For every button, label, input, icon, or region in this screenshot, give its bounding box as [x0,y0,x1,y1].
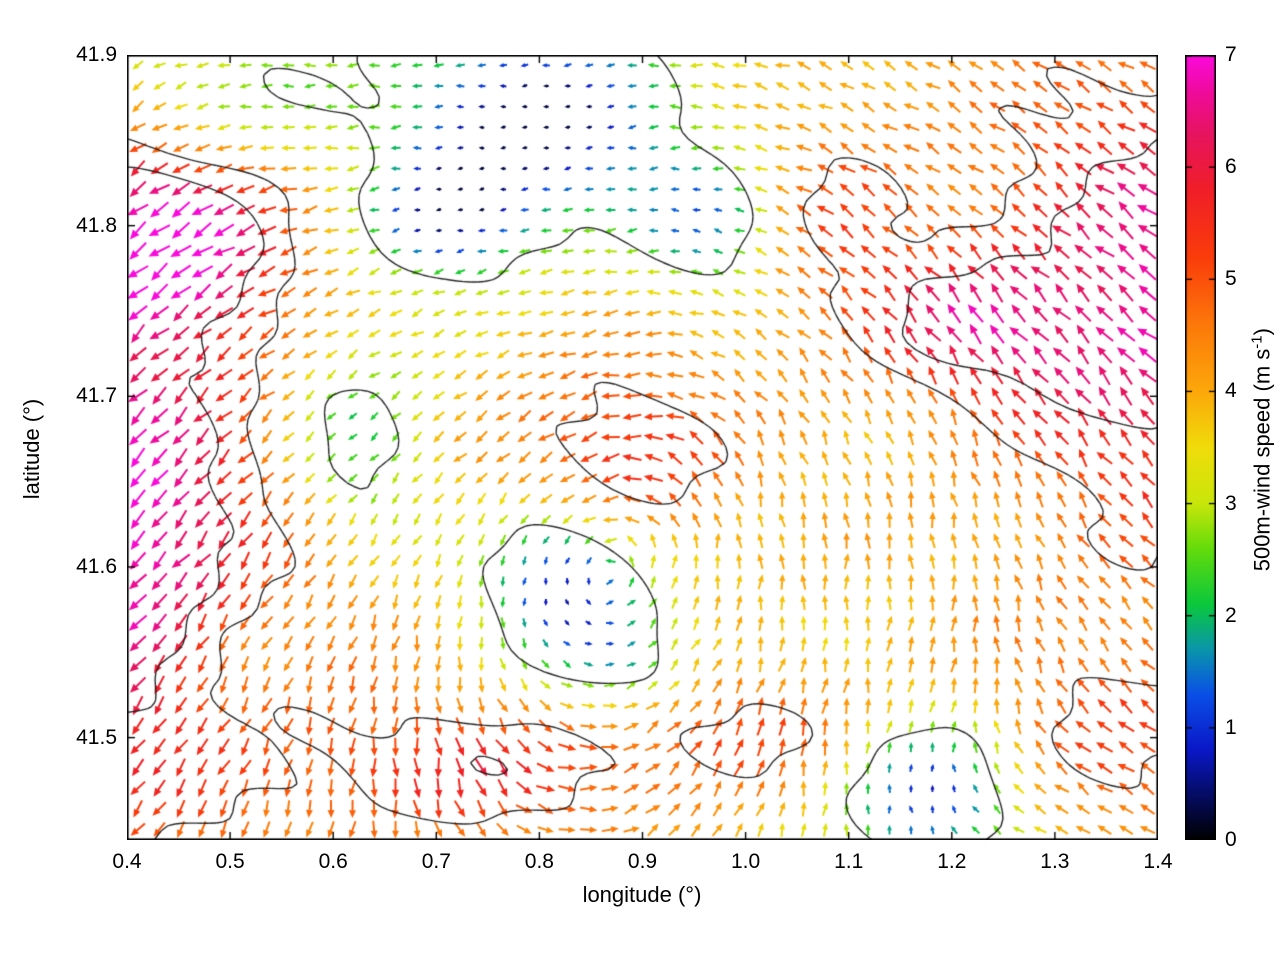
vector-field-plot [127,55,1158,840]
y-tick-label: 41.5 [76,725,117,749]
y-axis-label: latitude (°) [19,398,44,500]
colorbar-tick-label: 7 [1225,43,1237,66]
x-axis-label: longitude (°) [582,882,702,907]
colorbar-tick-label: 4 [1225,379,1237,403]
colorbar-label-superscript: -1 [1248,335,1266,349]
colorbar-tick-label: 3 [1225,491,1237,515]
x-tick-label: 1.4 [1143,850,1173,873]
x-tick-label: 1.2 [937,850,967,873]
colorbar-label-text: 500m-wind speed (m s [1249,348,1275,572]
colorbar-tick-label: 6 [1225,155,1237,179]
x-tick-label: 0.9 [627,850,658,873]
colorbar [1185,55,1216,840]
colorbar-tick-label: 5 [1225,267,1237,291]
colorbar-tick-label: 1 [1225,715,1237,739]
y-tick-label: 41.6 [76,554,117,578]
x-tick-label: 1.0 [730,850,761,873]
colorbar-tick-label: 2 [1225,603,1237,627]
y-tick-label: 41.8 [76,213,117,237]
x-tick-label: 0.6 [318,850,348,873]
y-tick-label: 41.7 [76,384,117,408]
x-tick-label: 0.8 [524,850,554,873]
y-tick-label: 41.9 [76,43,117,66]
colorbar-label-close: ) [1249,328,1275,336]
x-tick-label: 1.1 [834,850,864,873]
colorbar-tick-label: 0 [1225,828,1237,851]
x-tick-label: 0.4 [112,850,142,873]
x-tick-label: 0.7 [421,850,451,873]
x-tick-label: 1.3 [1040,850,1070,873]
x-tick-label: 0.5 [215,850,245,873]
colorbar-label: 500m-wind speed (m s-1) [1248,240,1275,660]
